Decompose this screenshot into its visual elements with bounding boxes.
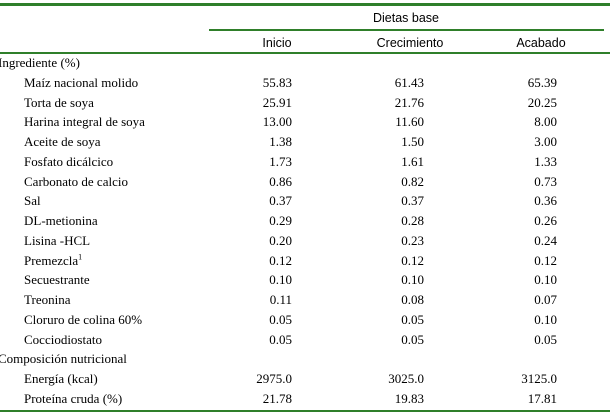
value-cell: 0.11 bbox=[269, 292, 292, 307]
value-cell: 65.39 bbox=[527, 74, 557, 90]
value-cell: 3025.0 bbox=[388, 371, 424, 386]
row-label: Proteína cruda (%) bbox=[24, 391, 122, 407]
value-cell: 1.73 bbox=[269, 153, 292, 169]
value-cell: 0.37 bbox=[269, 193, 292, 209]
value-cell: 0.23 bbox=[401, 232, 424, 248]
row-label: Cocciodiostato bbox=[24, 332, 102, 348]
row-label-text: Proteína cruda (%) bbox=[24, 390, 123, 406]
value-cell: 1.38 bbox=[269, 134, 292, 149]
value-cell: 20.25 bbox=[527, 94, 557, 110]
value-cell: 1.33 bbox=[534, 153, 557, 169]
value-cell: 19.83 bbox=[394, 390, 424, 406]
value-cell: 0.12 bbox=[269, 252, 292, 268]
row-label-text: Cloruro de colina 60% bbox=[24, 311, 143, 327]
header-group-title: Dietas base bbox=[372, 11, 440, 25]
value-cell: 0.36 bbox=[534, 193, 557, 209]
value-cell: 0.37 bbox=[401, 193, 424, 209]
table-top-rule bbox=[0, 3, 610, 6]
row-label-text: Energía (kcal) bbox=[24, 371, 98, 386]
row-label: Premezcla1 bbox=[24, 253, 82, 269]
footnote-marker: 1 bbox=[78, 252, 83, 262]
value-cell: 3.00 bbox=[534, 134, 557, 149]
value-cell: 8.00 bbox=[534, 114, 557, 130]
row-label: Torta de soya bbox=[24, 95, 94, 111]
row-label: Maíz nacional molido bbox=[24, 75, 138, 91]
value-cell: 0.20 bbox=[269, 232, 292, 248]
value-cell: 0.05 bbox=[269, 331, 292, 347]
row-label: Energía (kcal) bbox=[24, 371, 98, 387]
value-cell: 0.05 bbox=[269, 311, 292, 327]
row-label: Carbonato de calcio bbox=[24, 174, 128, 190]
column-header-acabado: Acabado bbox=[516, 36, 566, 50]
section-title: Composición nutricional bbox=[0, 351, 127, 367]
row-label-text: Harina integral de soya bbox=[24, 114, 145, 130]
section-title: Ingrediente (%) bbox=[0, 55, 80, 70]
column-header-crecimiento: Crecimiento bbox=[376, 36, 444, 50]
value-cell: 13.00 bbox=[262, 114, 292, 130]
value-cell: 11.60 bbox=[395, 114, 424, 130]
value-cell: 2975.0 bbox=[256, 371, 292, 386]
row-label: Aceite de soya bbox=[24, 134, 101, 150]
row-label: Lisina -HCL bbox=[24, 233, 90, 249]
value-cell: 0.08 bbox=[401, 292, 424, 307]
value-cell: 1.61 bbox=[401, 153, 424, 169]
row-label-text: Lisina -HCL bbox=[24, 232, 91, 248]
row-label-text: Cocciodiostato bbox=[24, 331, 102, 347]
row-label-text: Sal bbox=[24, 193, 41, 209]
row-label: Sal bbox=[24, 193, 41, 209]
value-cell: 0.28 bbox=[401, 213, 424, 228]
value-cell: 1.50 bbox=[401, 134, 424, 149]
row-label: Fosfato dicálcico bbox=[24, 154, 113, 170]
row-label: Harina integral de soya bbox=[24, 114, 145, 130]
value-cell: 0.10 bbox=[534, 311, 557, 327]
column-header-inicio: Inicio bbox=[262, 36, 292, 50]
header-group-rule bbox=[209, 29, 604, 31]
table-bottom-rule bbox=[0, 410, 610, 412]
row-label-text: Secuestrante bbox=[24, 272, 90, 288]
value-cell: 0.86 bbox=[269, 173, 292, 189]
value-cell: 0.05 bbox=[401, 331, 424, 347]
row-label-text: Carbonato de calcio bbox=[24, 173, 128, 189]
value-cell: 0.07 bbox=[534, 292, 557, 307]
row-label-text: DL-metionina bbox=[24, 213, 98, 228]
value-cell: 0.12 bbox=[534, 252, 557, 268]
row-label-text: Fosfato dicálcico bbox=[24, 153, 114, 169]
value-cell: 21.78 bbox=[262, 390, 292, 406]
row-label-text: Maíz nacional molido bbox=[24, 74, 139, 90]
row-label: Treonina bbox=[24, 292, 70, 308]
value-cell: 0.26 bbox=[534, 213, 557, 228]
value-cell: 61.43 bbox=[394, 74, 424, 90]
value-cell: 0.05 bbox=[534, 331, 557, 347]
value-cell: 0.05 bbox=[401, 311, 424, 327]
value-cell: 0.10 bbox=[534, 272, 557, 288]
value-cell: 55.83 bbox=[262, 74, 292, 90]
value-cell: 21.76 bbox=[394, 94, 424, 110]
value-cell: 0.10 bbox=[269, 272, 292, 288]
row-label-text: Treonina bbox=[24, 292, 71, 307]
value-cell: 17.81 bbox=[527, 390, 557, 406]
row-label: DL-metionina bbox=[24, 213, 98, 229]
row-label-text: Aceite de soya bbox=[24, 134, 101, 149]
value-cell: 0.24 bbox=[534, 232, 557, 248]
row-label-text: Torta de soya bbox=[24, 94, 94, 110]
row-label: Secuestrante bbox=[24, 272, 90, 288]
value-cell: 0.82 bbox=[401, 173, 424, 189]
value-cell: 0.29 bbox=[269, 213, 292, 228]
row-label: Cloruro de colina 60% bbox=[24, 312, 142, 328]
row-label-text: Premezcla bbox=[24, 252, 79, 268]
value-cell: 25.91 bbox=[262, 94, 292, 110]
header-bottom-rule bbox=[0, 52, 610, 54]
value-cell: 0.10 bbox=[401, 272, 424, 288]
value-cell: 3125.0 bbox=[521, 371, 557, 386]
value-cell: 0.12 bbox=[401, 252, 424, 268]
value-cell: 0.73 bbox=[534, 173, 557, 189]
